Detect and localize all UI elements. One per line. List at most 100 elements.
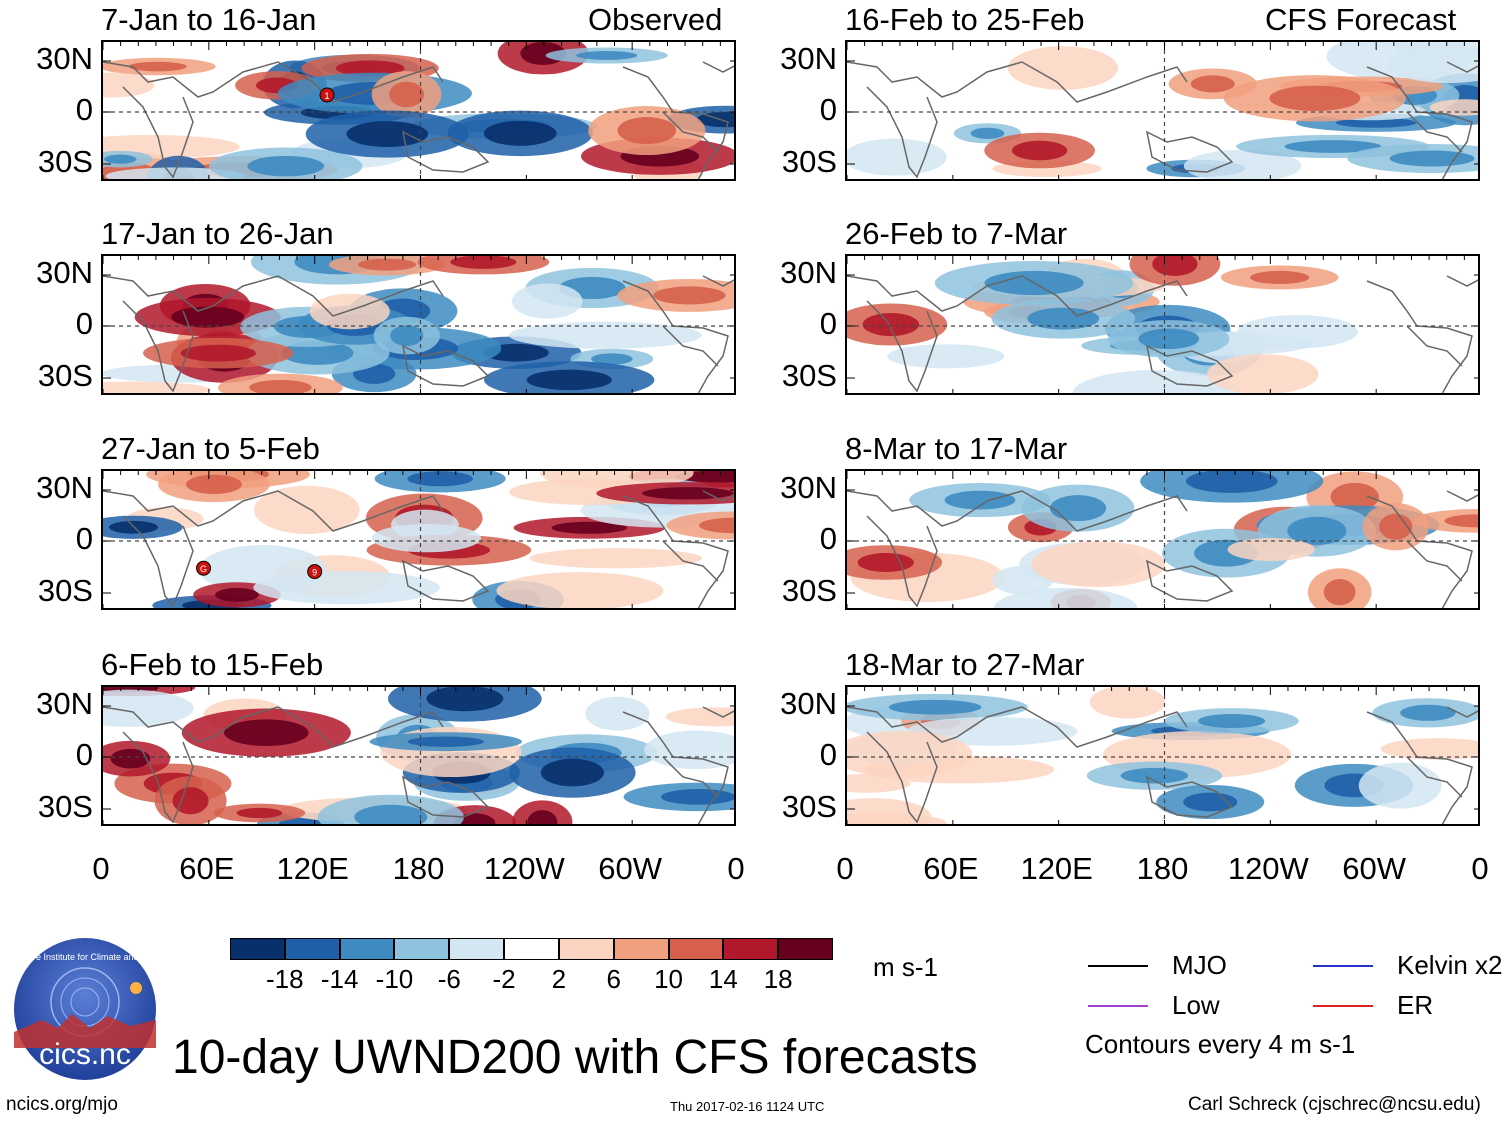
- contour-note: Contours every 4 m s-1: [1085, 1029, 1356, 1059]
- footer-url: ncics.org/mjo: [6, 1094, 118, 1115]
- coastline: [622, 711, 729, 824]
- panel-title: 16-Feb to 25-Feb: [845, 2, 1085, 37]
- coastline: [103, 490, 444, 532]
- anomaly-core: [104, 154, 137, 164]
- lon-tick-label: 120W: [483, 851, 565, 886]
- lon-tick-label: 120E: [1020, 851, 1093, 886]
- colorbar-swatch: [339, 938, 395, 960]
- anomaly-core: [857, 552, 914, 572]
- legend-label: Kelvin x2: [1397, 950, 1503, 980]
- anomaly-core: [236, 807, 283, 819]
- logo-text: cics.nc: [39, 1038, 131, 1071]
- coastline: [401, 344, 490, 387]
- lat-tick-label: 30S: [781, 573, 837, 608]
- coastline: [1145, 775, 1234, 818]
- lat-tick-label: 30S: [37, 358, 93, 393]
- colorbar-swatch: [394, 938, 450, 960]
- footer-author: Carl Schreck (cjschrec@ncsu.edu): [1188, 1094, 1481, 1115]
- coastline: [1446, 706, 1478, 718]
- colorbar-labels: -18 -14 -10 -6 -2 2 6 10 14 18: [230, 966, 833, 996]
- colorbar-swatch: [778, 938, 833, 960]
- anomaly-core: [171, 306, 245, 328]
- anomaly-core: [357, 258, 417, 271]
- lat-tick-label: 0: [75, 306, 93, 341]
- anomaly-core: [215, 587, 259, 602]
- anomaly-core: [281, 341, 354, 365]
- anomaly-region: [103, 72, 155, 98]
- anomaly-core: [653, 286, 726, 305]
- coastline: [662, 756, 719, 798]
- anomaly-region: [529, 548, 703, 569]
- cyclone-label: G: [200, 564, 207, 574]
- anomaly-core: [540, 758, 605, 787]
- coastline: [847, 706, 1188, 748]
- anomaly-core: [407, 471, 473, 487]
- colorbar-level-label: -10: [375, 964, 414, 994]
- lat-tick-label: 30N: [36, 255, 93, 290]
- coastline: [1366, 280, 1473, 393]
- coastline: [847, 61, 1188, 103]
- colorbar-level-label: -2: [492, 964, 516, 994]
- lon-tick-label: 60W: [598, 851, 663, 886]
- observed-label: Observed: [588, 2, 723, 37]
- lon-tick-label: 180: [1136, 851, 1189, 886]
- lat-tick-label: 0: [75, 737, 93, 772]
- anomaly-region: [103, 381, 211, 393]
- cics-logo: Cooperative Institute for Climate and Sa…: [0, 936, 178, 1082]
- coastline: [662, 111, 719, 153]
- map-panel: 1: [101, 40, 736, 181]
- tropical-cyclone-marker: G: [196, 560, 212, 576]
- lat-tick-label: 30S: [37, 144, 93, 179]
- coastline: [622, 495, 729, 608]
- anomaly-core: [1250, 270, 1310, 285]
- colorbar-level-label: -14: [320, 964, 359, 994]
- coastline: [702, 61, 734, 73]
- lon-tick-label: 120W: [1227, 851, 1309, 886]
- coastline: [103, 706, 444, 748]
- map-panel: [101, 254, 736, 395]
- lat-tick-label: 30N: [36, 41, 93, 76]
- lon-tick-label: 60W: [1342, 851, 1407, 886]
- anomaly-core: [642, 487, 734, 500]
- panel-title: 8-Mar to 17-Mar: [845, 431, 1068, 466]
- coastline: [401, 559, 490, 602]
- colorbar-swatch: [284, 938, 340, 960]
- legend-line: [1088, 965, 1148, 967]
- anomaly-region: [847, 773, 911, 793]
- colorbar-swatch: [449, 938, 505, 960]
- anomaly-core: [576, 51, 638, 60]
- anomaly-region: [665, 707, 734, 727]
- panel-field-svg: [847, 471, 1478, 608]
- legend-label: ER: [1397, 990, 1434, 1020]
- colorbar-swatch: [504, 938, 559, 960]
- map-panel: [845, 254, 1480, 395]
- map-panel: [101, 685, 736, 826]
- anomaly-core: [1049, 495, 1107, 522]
- map-panel: [845, 685, 1480, 826]
- anomaly-core: [390, 325, 424, 346]
- coastline: [1446, 275, 1478, 287]
- anomaly-region: [585, 696, 650, 731]
- anomaly-region: [1183, 149, 1302, 179]
- anomaly-region: [1031, 541, 1166, 588]
- colorbar-level-label: 18: [763, 964, 793, 994]
- anomaly-core: [1027, 307, 1100, 330]
- lat-tick-label: 0: [75, 521, 93, 556]
- colorbar-swatch: [668, 938, 724, 960]
- anomaly-core: [699, 517, 734, 534]
- coastline: [401, 130, 490, 173]
- anomaly-core: [128, 61, 187, 72]
- anomaly-core: [591, 353, 633, 365]
- lat-tick-label: 0: [75, 92, 93, 127]
- anomaly-core: [527, 810, 558, 824]
- lon-tick-label: 0: [1471, 851, 1489, 886]
- colorbar-level-label: 14: [708, 964, 738, 994]
- anomaly-region: [644, 730, 734, 770]
- lon-tick-label: 0: [92, 851, 110, 886]
- anomaly-core: [450, 256, 517, 269]
- lat-tick-label: 30S: [37, 573, 93, 608]
- anomaly-region: [309, 293, 390, 330]
- anomaly-core: [1011, 140, 1068, 161]
- panel-title: 18-Mar to 27-Mar: [845, 647, 1085, 682]
- anomaly-core: [526, 369, 612, 391]
